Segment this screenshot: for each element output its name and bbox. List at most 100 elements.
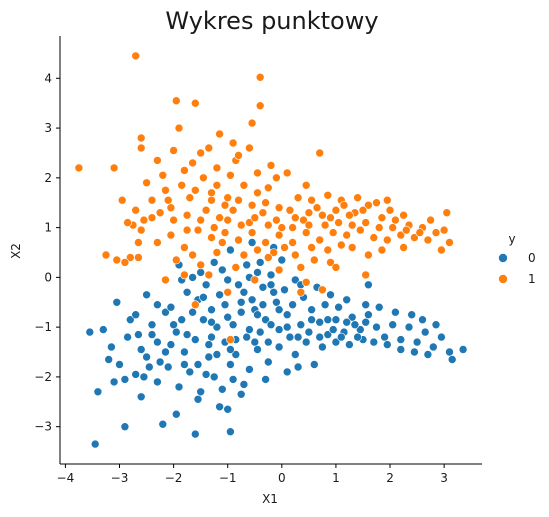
data-point-class-0 <box>328 325 338 334</box>
data-point-class-1 <box>353 193 362 202</box>
data-point-class-0 <box>226 345 235 354</box>
x-tick-label: 0 <box>278 471 286 485</box>
data-point-class-1 <box>231 263 241 272</box>
data-point-class-1 <box>290 213 300 222</box>
data-point-class-0 <box>361 317 371 327</box>
data-point-class-0 <box>274 325 284 334</box>
data-point-class-1 <box>153 238 162 247</box>
data-point-class-1 <box>326 258 335 267</box>
data-point-class-1 <box>180 243 189 252</box>
data-point-class-1 <box>142 178 151 188</box>
data-point-class-0 <box>458 345 468 354</box>
data-point-class-1 <box>191 98 200 108</box>
data-point-class-1 <box>209 223 219 232</box>
data-point-class-1 <box>358 205 368 215</box>
data-point-class-1 <box>312 203 322 212</box>
data-point-class-1 <box>320 220 330 230</box>
data-point-class-0 <box>263 337 273 347</box>
data-point-class-0 <box>228 320 238 330</box>
data-point-class-1 <box>245 143 254 153</box>
data-point-class-1 <box>345 210 354 220</box>
data-point-class-0 <box>196 268 205 277</box>
data-point-class-0 <box>153 337 162 347</box>
data-point-class-1 <box>347 220 357 230</box>
data-point-class-0 <box>266 270 276 280</box>
data-point-class-1 <box>172 96 181 105</box>
data-point-class-0 <box>218 265 227 275</box>
data-point-class-1 <box>166 230 176 240</box>
data-point-class-0 <box>396 345 406 354</box>
data-point-class-1 <box>139 215 149 225</box>
data-point-class-1 <box>261 198 270 207</box>
data-point-class-1 <box>323 245 333 255</box>
data-point-class-0 <box>193 394 203 404</box>
data-point-class-1 <box>177 181 186 190</box>
data-point-class-1 <box>318 210 327 220</box>
data-point-class-0 <box>437 332 446 342</box>
data-point-class-1 <box>266 161 276 170</box>
data-point-class-0 <box>207 317 216 327</box>
data-point-class-1 <box>117 195 127 205</box>
data-point-class-0 <box>223 404 232 414</box>
data-point-class-0 <box>261 315 270 325</box>
data-point-class-1 <box>423 235 433 245</box>
data-point-class-0 <box>345 340 354 349</box>
data-point-class-1 <box>364 250 373 260</box>
data-point-class-0 <box>215 290 224 300</box>
data-point-class-0 <box>158 419 168 429</box>
data-point-class-0 <box>136 392 146 402</box>
data-point-class-1 <box>263 183 273 193</box>
data-point-class-1 <box>364 200 373 210</box>
data-point-class-1 <box>158 171 168 180</box>
data-point-class-1 <box>437 245 446 255</box>
data-point-class-0 <box>99 325 108 334</box>
data-point-class-1 <box>280 243 289 252</box>
data-point-class-0 <box>253 310 262 320</box>
data-point-class-0 <box>293 362 303 372</box>
chart-title: Wykres punktowy <box>165 7 378 35</box>
data-point-class-0 <box>315 317 325 327</box>
data-point-class-0 <box>355 325 365 334</box>
data-point-class-0 <box>266 320 276 330</box>
data-point-class-0 <box>290 350 300 359</box>
data-point-class-1 <box>199 173 208 183</box>
data-point-class-0 <box>404 322 414 332</box>
data-point-class-0 <box>120 375 130 384</box>
data-point-class-1 <box>331 263 341 272</box>
data-point-class-1 <box>215 213 224 222</box>
data-point-class-1 <box>109 163 119 173</box>
data-point-class-1 <box>401 225 411 235</box>
data-point-class-1 <box>247 118 257 128</box>
data-point-class-1 <box>391 215 400 225</box>
data-point-class-1 <box>228 138 238 148</box>
data-point-class-0 <box>258 300 268 310</box>
x-axis-label: X1 <box>262 492 278 506</box>
data-point-class-0 <box>282 310 292 320</box>
data-point-class-0 <box>201 280 211 290</box>
data-point-class-1 <box>301 277 311 287</box>
data-point-class-1 <box>377 245 387 255</box>
data-point-class-0 <box>253 268 262 277</box>
data-point-class-1 <box>315 235 325 245</box>
data-point-class-1 <box>123 218 132 227</box>
data-point-class-0 <box>364 310 373 320</box>
data-point-class-0 <box>161 307 170 317</box>
data-point-class-0 <box>445 347 454 357</box>
data-point-class-0 <box>193 360 203 369</box>
data-point-class-1 <box>174 123 184 133</box>
data-point-class-0 <box>307 305 316 315</box>
data-point-class-0 <box>147 320 157 330</box>
data-point-class-1 <box>136 225 146 235</box>
data-point-class-1 <box>382 235 392 245</box>
data-point-class-1 <box>166 203 176 212</box>
data-point-class-1 <box>191 186 200 195</box>
data-point-class-1 <box>134 238 143 247</box>
data-point-class-0 <box>301 337 311 347</box>
data-point-class-1 <box>204 143 214 153</box>
data-point-class-1 <box>269 248 279 257</box>
data-point-class-1 <box>207 195 216 205</box>
data-point-class-1 <box>382 195 392 205</box>
data-point-class-0 <box>247 238 257 247</box>
data-point-class-0 <box>407 310 417 320</box>
data-point-class-1 <box>218 238 227 247</box>
